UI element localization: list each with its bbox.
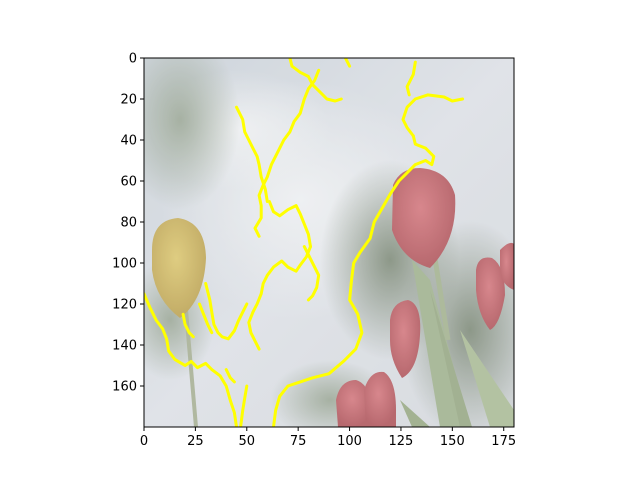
x-axis: 0 25 50 75 100 125 150 175 <box>140 427 516 449</box>
y-tick-label: 0 <box>129 52 137 67</box>
contour-line <box>302 245 321 302</box>
contour-line <box>235 105 269 203</box>
contour-line <box>198 302 214 335</box>
y-tick-label: 140 <box>112 339 137 354</box>
x-tick-label: 125 <box>389 434 414 449</box>
x-tick-label: 50 <box>239 434 256 449</box>
y-tick-label: 80 <box>120 216 137 231</box>
contour-line <box>343 58 352 68</box>
x-tick-label: 0 <box>140 434 148 449</box>
x-tick-label: 75 <box>290 434 307 449</box>
contour-line <box>272 134 436 427</box>
y-axis: 0 20 40 60 80 100 120 140 160 <box>112 52 144 395</box>
axes-frame <box>143 57 515 428</box>
contour-line <box>224 368 236 384</box>
y-tick-label: 160 <box>112 380 137 395</box>
contour-line <box>181 312 195 339</box>
contour-line <box>204 282 249 341</box>
y-tick-label: 100 <box>112 257 137 272</box>
contour-line <box>239 384 249 427</box>
contour-line <box>401 93 465 138</box>
contour-line <box>253 68 321 238</box>
y-tick-label: 120 <box>112 298 137 313</box>
y-tick-label: 20 <box>120 93 137 108</box>
contour-line <box>405 60 417 97</box>
contour-line <box>144 292 238 427</box>
x-tick-label: 100 <box>337 434 362 449</box>
photo-image <box>144 58 514 427</box>
contour-line <box>267 200 312 249</box>
contour-line <box>247 245 312 351</box>
y-tick-label: 40 <box>120 134 137 149</box>
x-tick-label: 150 <box>440 434 465 449</box>
x-tick-label: 175 <box>491 434 516 449</box>
y-tick-label: 60 <box>120 175 137 190</box>
edge-contour-overlay <box>144 58 465 427</box>
x-tick-label: 25 <box>187 434 204 449</box>
